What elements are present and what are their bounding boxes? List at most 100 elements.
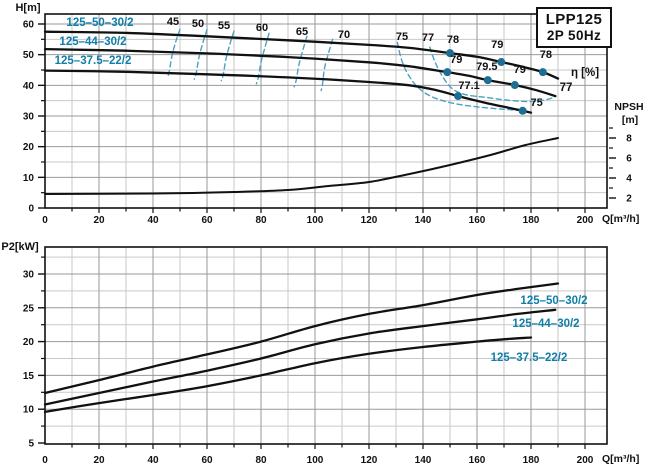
y-tick-label: 20	[23, 142, 35, 153]
efficiency-contour-label: 50	[192, 18, 204, 30]
efficiency-contour-label: 55	[218, 20, 230, 32]
efficiency-contour-label: 70	[338, 29, 350, 41]
h-q-chart: 0 20 40 60 80 100 120 140 160 180 200 Q[m³/h] 0 10 20 3…	[15, 2, 643, 226]
x-tick-label: 180	[523, 455, 540, 466]
efficiency-contour-label: 60	[256, 22, 268, 34]
efficiency-contour-55	[220, 30, 235, 82]
curve-125–50–30/2	[43, 30, 560, 80]
annotation-label: 77	[560, 82, 573, 94]
y-tick-label: 20	[23, 337, 35, 348]
x-tick-label: 40	[147, 455, 159, 466]
x-tick-label: 140	[415, 215, 432, 226]
x-tick-label: 120	[361, 455, 378, 466]
y-tick-label: 40	[23, 81, 35, 92]
curve-name-label: 125–37.5–22/2	[55, 55, 132, 67]
x-tick-label: 160	[469, 455, 486, 466]
plot-frame	[44, 13, 608, 209]
efficiency-point	[518, 106, 527, 115]
model-name: LPP125	[545, 11, 603, 29]
efficiency-point	[443, 68, 452, 77]
efficiency-contour-45	[166, 28, 181, 79]
x-tick-label: 0	[42, 455, 48, 466]
y-axis-title: H[m]	[15, 2, 40, 14]
x-tick-label: 80	[255, 455, 267, 466]
x-tick-label: 140	[415, 455, 432, 466]
curve-name-label: 125–50–30/2	[520, 295, 587, 307]
efficiency-point-label: 79	[514, 64, 526, 76]
curve-125–44–30/2	[43, 308, 557, 406]
efficiency-point-label: 78	[540, 49, 552, 61]
curve-name-label: 125–44–30/2	[512, 318, 579, 330]
efficiency-point-label: 77.1	[458, 80, 479, 92]
curve-NPSH	[44, 137, 559, 195]
y-tick-label: 60	[23, 19, 35, 30]
efficiency-point	[538, 68, 547, 77]
efficiency-contour-65	[293, 35, 308, 88]
x-tick-label: 100	[307, 455, 324, 466]
efficiency-contour-60	[255, 32, 270, 85]
efficiency-point	[446, 49, 454, 58]
curves: 125–50–30/2 125–44–30/2 125–37.5–22/2	[43, 282, 588, 414]
x-tick-label: 80	[255, 215, 267, 226]
model-box: LPP125 2P 50Hz	[536, 7, 612, 48]
x-tick-label: 20	[93, 455, 105, 466]
npsh-tick-label: 4	[626, 174, 632, 185]
x-tick-label: 120	[361, 215, 378, 226]
x-axis-title: Q[m³/h]	[602, 213, 639, 225]
curve-name-label: 125–37.5–22/2	[491, 352, 568, 364]
efficiency-contour-70	[320, 38, 334, 92]
p2-q-chart: 0 20 40 60 80 100 120 140 160 180 200 Q[m³/h] 5 10 15 2…	[1, 241, 639, 466]
y-tick-label: 15	[23, 371, 35, 382]
efficiency-point-label: 79.5	[476, 61, 497, 73]
x-tick-label: 200	[577, 455, 594, 466]
x-tick-label: 60	[201, 215, 213, 226]
efficiency-contour-label: 45	[167, 16, 179, 28]
efficiency-point-label: 79	[450, 54, 462, 66]
npsh-tick-label: 2	[626, 194, 632, 205]
x-tick-label: 200	[577, 215, 594, 226]
npsh-axis-unit: [m]	[622, 114, 638, 126]
efficiency-point-label: 75	[531, 97, 543, 109]
x-tick-label: 0	[42, 215, 48, 226]
grid-major	[45, 14, 607, 208]
curve-name-label: 125–44–30/2	[59, 36, 126, 48]
x-axis-title: Q[m³/h]	[602, 453, 639, 465]
efficiency-contour-75	[396, 41, 524, 112]
y-tick-label: 25	[23, 303, 35, 314]
x-axis: 0 20 40 60 80 100 120 140 160 180 200 Q[m³/h]	[42, 208, 639, 226]
efficiency-point-label: 78	[447, 34, 459, 46]
y-axis: 0 10 20 30 40 50 60 H[m]	[15, 2, 45, 215]
x-tick-label: 40	[147, 215, 159, 226]
x-tick-label: 160	[469, 215, 486, 226]
y-axis-title: P2[kW]	[1, 241, 39, 253]
y-axis: 5 10 15 20 25 30 P2[kW]	[1, 241, 45, 450]
x-axis: 0 20 40 60 80 100 120 140 160 180 200 Q[m³/h]	[42, 444, 639, 466]
x-tick-label: 180	[523, 215, 540, 226]
y-tick-label: 30	[23, 270, 35, 281]
efficiency-contour-label: 77	[422, 32, 434, 44]
npsh-axis-title: NPSH	[614, 101, 643, 113]
npsh-axis: 8 6 4 2 NPSH[m]	[609, 101, 644, 205]
y-tick-label: 5	[28, 439, 34, 450]
y-tick-label: 0	[28, 204, 34, 215]
efficiency-contour-label: 65	[296, 26, 308, 38]
npsh-tick-label: 8	[626, 134, 632, 145]
efficiency-point	[483, 76, 492, 85]
x-tick-label: 20	[93, 215, 105, 226]
efficiency-contour-label: 75	[396, 31, 408, 43]
efficiency-point	[497, 58, 506, 67]
y-tick-label: 10	[23, 173, 35, 184]
curve-125–50–30/2	[43, 282, 560, 395]
efficiency-contour-50	[193, 28, 208, 80]
extra-labels: 77 η [%]	[560, 67, 600, 94]
efficiency-point-label: 79	[491, 39, 503, 51]
y-tick-label: 10	[23, 405, 35, 416]
curve-125–37.5–22/2	[43, 69, 533, 114]
y-tick-label: 50	[23, 50, 35, 61]
grid-minor	[45, 247, 607, 444]
plot-frame	[44, 246, 608, 445]
npsh-tick-label: 6	[626, 154, 632, 165]
efficiency-point	[510, 81, 519, 90]
